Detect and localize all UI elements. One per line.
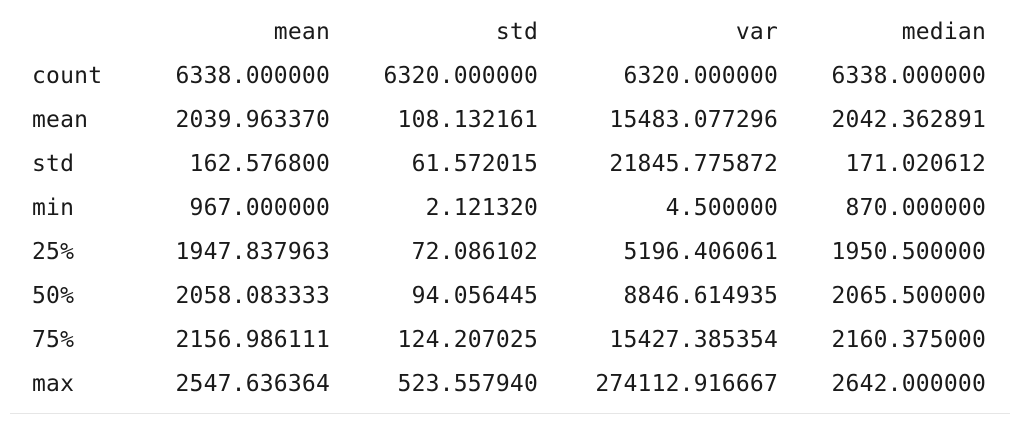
table-cell: 124.207025 — [397, 327, 538, 353]
table-row: 50% 2058.083333 94.056445 8846.614935 20… — [22, 274, 986, 318]
column-header-std: std — [495, 19, 538, 45]
table-cell: 2042.362891 — [831, 107, 986, 133]
table-cell: 21845.775872 — [609, 151, 778, 177]
row-index-label: 25% — [32, 239, 75, 265]
table-cell: 108.132161 — [397, 107, 538, 133]
table-cell: 2.121320 — [425, 195, 538, 221]
table-cell: 2160.375000 — [831, 327, 986, 353]
row-index-label: std — [32, 151, 75, 177]
table-cell: 6338.000000 — [831, 63, 986, 89]
index-header — [22, 10, 132, 54]
table-cell: 274112.916667 — [595, 371, 778, 397]
table-cell: 8846.614935 — [623, 283, 778, 309]
table-cell: 5196.406061 — [623, 239, 778, 265]
table-row: min 967.000000 2.121320 4.500000 870.000… — [22, 186, 986, 230]
table-row: mean 2039.963370 108.132161 15483.077296… — [22, 98, 986, 142]
table-body: count 6338.000000 6320.000000 6320.00000… — [22, 54, 986, 406]
table-cell: 2058.083333 — [175, 283, 330, 309]
table-cell: 171.020612 — [845, 151, 986, 177]
table-row: count 6338.000000 6320.000000 6320.00000… — [22, 54, 986, 98]
summary-stats-table: mean std var median count 6338.000000 63… — [22, 10, 986, 406]
row-index-label: 50% — [32, 283, 75, 309]
table-cell: 2039.963370 — [175, 107, 330, 133]
table-cell: 15427.385354 — [609, 327, 778, 353]
table-cell: 6320.000000 — [383, 63, 538, 89]
table-cell: 15483.077296 — [609, 107, 778, 133]
table-cell: 523.557940 — [397, 371, 538, 397]
table-cell: 1947.837963 — [175, 239, 330, 265]
table-header: mean std var median — [22, 10, 986, 54]
table-cell: 967.000000 — [189, 195, 330, 221]
output-divider — [10, 413, 1010, 414]
table-row: max 2547.636364 523.557940 274112.916667… — [22, 362, 986, 406]
table-row: 75% 2156.986111 124.207025 15427.385354 … — [22, 318, 986, 362]
table-cell: 2547.636364 — [175, 371, 330, 397]
row-index-label: 75% — [32, 327, 75, 353]
table-cell: 162.576800 — [189, 151, 330, 177]
table-row: 25% 1947.837963 72.086102 5196.406061 19… — [22, 230, 986, 274]
table-cell: 2642.000000 — [831, 371, 986, 397]
header-row: mean std var median — [22, 10, 986, 54]
row-index-label: count — [32, 63, 103, 89]
table-cell: 6320.000000 — [623, 63, 778, 89]
row-index-label: mean — [32, 107, 89, 133]
column-header-mean: mean — [273, 19, 330, 45]
table-cell: 61.572015 — [411, 151, 538, 177]
table-cell: 4.500000 — [665, 195, 778, 221]
column-header-median: median — [901, 19, 986, 45]
table-cell: 1950.500000 — [831, 239, 986, 265]
table-cell: 2065.500000 — [831, 283, 986, 309]
table-row: std 162.576800 61.572015 21845.775872 17… — [22, 142, 986, 186]
table-cell: 72.086102 — [411, 239, 538, 265]
column-header-var: var — [735, 19, 778, 45]
table-cell: 94.056445 — [411, 283, 538, 309]
row-index-label: min — [32, 195, 75, 221]
table-cell: 2156.986111 — [175, 327, 330, 353]
table-cell: 870.000000 — [845, 195, 986, 221]
table-cell: 6338.000000 — [175, 63, 330, 89]
row-index-label: max — [32, 371, 75, 397]
